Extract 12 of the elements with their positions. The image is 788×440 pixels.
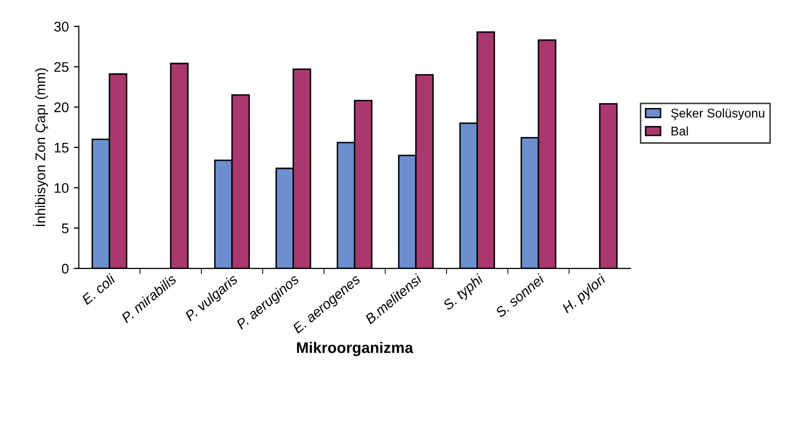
y-tick-label: 5 bbox=[62, 224, 68, 234]
legend-label: Bal bbox=[672, 126, 688, 136]
y-tick-label: 10 bbox=[54, 183, 69, 193]
y-tick-label: 20 bbox=[54, 102, 69, 112]
y-tick-label: 0 bbox=[62, 264, 69, 274]
y-tick-label: 30 bbox=[54, 22, 69, 32]
legend-label: Şeker Solüsyonu bbox=[671, 108, 764, 120]
y-tick-label: 25 bbox=[54, 62, 68, 72]
y-tick-label: 15 bbox=[54, 142, 68, 153]
x-axis-title: Mikroorganizma bbox=[297, 342, 414, 356]
y-axis-title: İnhibisyon Zon Çapı (mm) bbox=[33, 68, 48, 226]
x-tick-label: E. coli bbox=[80, 273, 116, 306]
